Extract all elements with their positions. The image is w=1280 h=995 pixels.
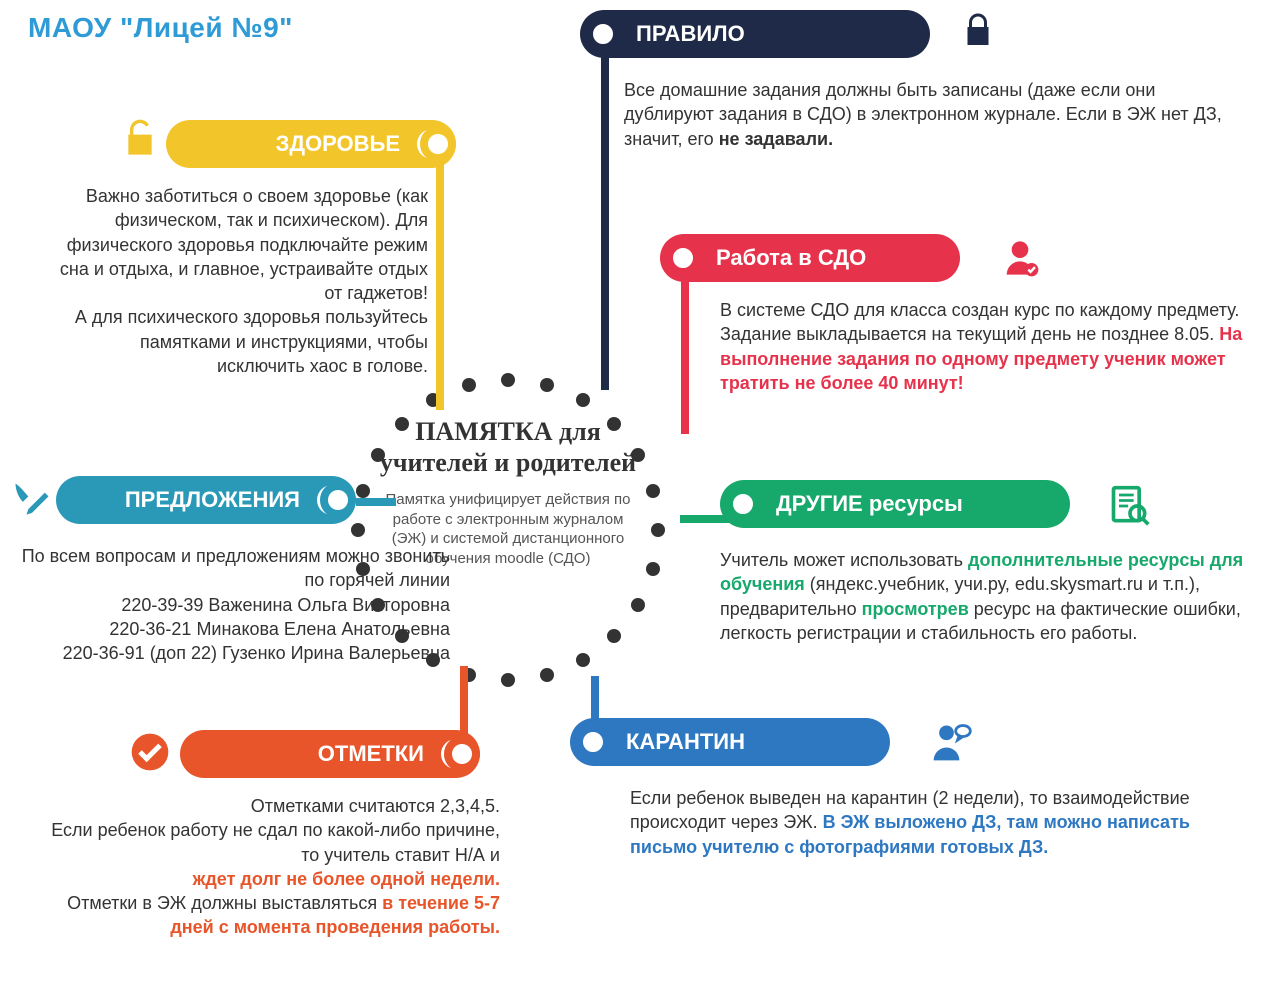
sdo-stem bbox=[681, 274, 689, 434]
doc-search-icon bbox=[1108, 484, 1152, 533]
sdo-node bbox=[665, 240, 701, 276]
marks-stem bbox=[460, 666, 468, 736]
circle-dot bbox=[501, 673, 515, 687]
sdo-label: Работа в СДО bbox=[716, 245, 866, 271]
health-pill: ЗДОРОВЬЕ bbox=[166, 120, 456, 168]
health-node bbox=[420, 126, 456, 162]
suggestions-text: По всем вопросам и предложениям можно зв… bbox=[0, 544, 450, 665]
circle-dot bbox=[501, 373, 515, 387]
circle-dot bbox=[540, 668, 554, 682]
marks-pill: ОТМЕТКИ bbox=[180, 730, 480, 778]
resources-label: ДРУГИЕ ресурсы bbox=[776, 491, 963, 517]
user-check-icon bbox=[1000, 238, 1040, 283]
pen-icon bbox=[10, 478, 54, 527]
circle-dot bbox=[540, 378, 554, 392]
circle-dot bbox=[646, 484, 660, 498]
rule-label: ПРАВИЛО bbox=[636, 21, 745, 47]
check-circle-icon bbox=[130, 732, 170, 777]
person-speech-icon bbox=[930, 720, 974, 769]
circle-dot bbox=[576, 653, 590, 667]
circle-dot bbox=[651, 523, 665, 537]
circle-dot bbox=[462, 378, 476, 392]
sdo-text: В системе СДО для класса создан курс по … bbox=[720, 298, 1260, 395]
center-title: ПАМЯТКА для учителей и родителей bbox=[378, 416, 638, 478]
lock-icon bbox=[960, 12, 996, 53]
quarantine-text: Если ребенок выведен на карантин (2 неде… bbox=[630, 786, 1250, 859]
suggestions-stem bbox=[356, 498, 396, 506]
rule-node bbox=[585, 16, 621, 52]
resources-pill: ДРУГИЕ ресурсы bbox=[720, 480, 1070, 528]
suggestions-pill: ПРЕДЛОЖЕНИЯ bbox=[56, 476, 356, 524]
resources-text: Учитель может использовать дополнительны… bbox=[720, 548, 1270, 645]
marks-text: Отметками считаются 2,3,4,5. Если ребено… bbox=[40, 794, 500, 940]
rule-pill: ПРАВИЛО bbox=[580, 10, 930, 58]
circle-dot bbox=[607, 629, 621, 643]
circle-dot bbox=[646, 562, 660, 576]
rule-text: Все домашние задания должны быть записан… bbox=[624, 78, 1234, 151]
quarantine-label: КАРАНТИН bbox=[626, 729, 745, 755]
suggestions-label: ПРЕДЛОЖЕНИЯ bbox=[125, 487, 300, 513]
health-stem bbox=[436, 160, 444, 410]
quarantine-node bbox=[575, 724, 611, 760]
sdo-pill: Работа в СДО bbox=[660, 234, 960, 282]
circle-dot bbox=[351, 523, 365, 537]
marks-label: ОТМЕТКИ bbox=[318, 741, 424, 767]
health-text: Важно заботиться о своем здоровье (как ф… bbox=[48, 184, 428, 378]
suggestions-node bbox=[320, 482, 356, 518]
resources-node bbox=[725, 486, 761, 522]
circle-dot bbox=[576, 393, 590, 407]
quarantine-pill: КАРАНТИН bbox=[570, 718, 890, 766]
circle-dot bbox=[631, 598, 645, 612]
unlock-icon bbox=[120, 118, 160, 163]
org-title: МАОУ "Лицей №9" bbox=[28, 12, 293, 44]
rule-stem bbox=[601, 50, 609, 390]
marks-node bbox=[444, 736, 480, 772]
circle-dot bbox=[356, 484, 370, 498]
health-label: ЗДОРОВЬЕ bbox=[276, 131, 400, 157]
